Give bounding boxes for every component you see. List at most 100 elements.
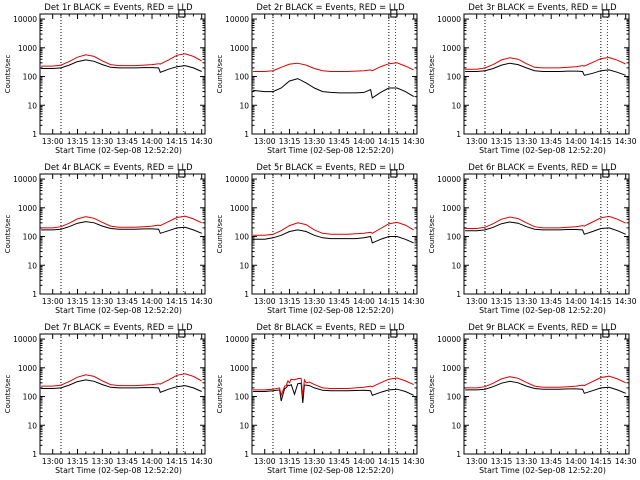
lld-series-line <box>465 56 626 70</box>
x-tick-label: 14:30 <box>191 457 213 466</box>
x-tick-label: 13:00 <box>254 137 276 146</box>
x-axis-label: Start Time (02-Sep-08 12:52:20) <box>479 306 606 315</box>
x-tick-label: 13:00 <box>42 137 64 146</box>
events-series-line <box>253 78 414 99</box>
x-tick-label: 13:15 <box>491 297 513 306</box>
y-tick-label: 10 <box>27 421 37 430</box>
y-tick-label: 1000 <box>230 364 249 373</box>
x-tick-label: 13:30 <box>304 137 326 146</box>
x-tick-label: 13:00 <box>254 457 276 466</box>
y-tick-label: 10000 <box>437 335 461 344</box>
detector-panel: Det 3r BLACK = Events, RED = LLD 1 10 100 10… <box>428 2 637 155</box>
x-tick-label: 14:00 <box>353 137 375 146</box>
x-tick-label: 14:00 <box>141 297 163 306</box>
y-tick-label: 10 <box>27 261 37 270</box>
x-tick-label: 13:15 <box>491 457 513 466</box>
x-tick-label: 14:00 <box>353 297 375 306</box>
x-axis-label: Start Time (02-Sep-08 12:52:20) <box>479 466 606 475</box>
chart-title: Det 7r BLACK = Events, RED = LLD <box>44 322 192 332</box>
x-tick-label: 13:15 <box>279 457 301 466</box>
x-tick-label: 14:15 <box>378 457 400 466</box>
y-tick-label: 100 <box>235 233 250 242</box>
x-tick-label: 13:00 <box>466 297 488 306</box>
x-tick-label: 14:00 <box>565 297 587 306</box>
plot-frame <box>251 13 418 135</box>
lld-series-line <box>253 62 414 72</box>
detector-panel: Det 6r BLACK = Events, RED = LLD 1 10 100 10… <box>428 162 637 315</box>
x-axis-label: Start Time (02-Sep-08 12:52:20) <box>55 466 182 475</box>
y-tick-label: 1 <box>32 130 37 139</box>
detector-panel: Det 1r BLACK = Events, RED = LLD 1 10 100 10… <box>4 2 213 155</box>
x-tick-label: 13:45 <box>540 137 562 146</box>
chart-title: Det 4r BLACK = Events, RED = LLD <box>44 162 192 172</box>
x-tick-label: 13:45 <box>540 457 562 466</box>
x-tick-label: 14:30 <box>191 297 213 306</box>
x-tick-label: 13:15 <box>279 137 301 146</box>
y-tick-label: 1 <box>32 290 37 299</box>
x-tick-label: 13:30 <box>304 457 326 466</box>
x-tick-label: 13:45 <box>116 297 138 306</box>
x-tick-label: 14:00 <box>565 137 587 146</box>
x-tick-label: 14:00 <box>141 457 163 466</box>
lld-series-line <box>253 221 414 236</box>
plot-frame <box>463 13 630 135</box>
y-axis-label: Counts/sec <box>216 215 224 254</box>
x-tick-label: 14:30 <box>191 137 213 146</box>
x-tick-label: 14:30 <box>615 137 637 146</box>
y-tick-label: 1 <box>244 290 249 299</box>
y-axis-label: Counts/sec <box>216 55 224 94</box>
events-series-line <box>465 380 626 394</box>
y-tick-label: 100 <box>235 393 250 402</box>
y-tick-label: 10 <box>451 261 461 270</box>
x-tick-label: 13:00 <box>42 457 64 466</box>
y-tick-label: 100 <box>23 393 38 402</box>
x-tick-label: 14:15 <box>166 297 188 306</box>
y-tick-label: 10 <box>451 421 461 430</box>
x-tick-label: 13:45 <box>328 137 350 146</box>
events-series-line <box>253 382 414 403</box>
y-axis-label: Counts/sec <box>428 375 436 414</box>
y-tick-label: 10000 <box>13 15 37 24</box>
lld-series-line <box>465 215 626 229</box>
detector-panel: Det 5r BLACK = Events, RED = LLD 1 10 100 10… <box>216 162 425 315</box>
x-tick-label: 14:00 <box>353 457 375 466</box>
x-tick-label: 13:30 <box>516 297 538 306</box>
chart-title: Det 1r BLACK = Events, RED = LLD <box>44 2 192 12</box>
x-tick-label: 14:15 <box>590 137 612 146</box>
x-tick-label: 13:15 <box>67 297 89 306</box>
x-tick-label: 13:15 <box>491 137 513 146</box>
y-tick-label: 10 <box>239 101 249 110</box>
x-tick-label: 13:45 <box>328 297 350 306</box>
x-axis-label: Start Time (02-Sep-08 12:52:20) <box>55 306 182 315</box>
y-tick-label: 10 <box>239 261 249 270</box>
x-tick-label: 14:15 <box>378 137 400 146</box>
x-tick-label: 14:15 <box>378 297 400 306</box>
y-axis-label: Counts/sec <box>216 375 224 414</box>
lld-series-line <box>253 377 414 398</box>
y-tick-label: 1 <box>244 450 249 459</box>
y-axis-label: Counts/sec <box>428 55 436 94</box>
x-tick-label: 13:30 <box>516 137 538 146</box>
plot-frame <box>39 333 206 455</box>
y-tick-label: 100 <box>447 73 462 82</box>
y-tick-label: 1 <box>456 450 461 459</box>
x-tick-label: 14:15 <box>590 297 612 306</box>
x-tick-label: 13:15 <box>67 457 89 466</box>
x-tick-label: 14:00 <box>141 137 163 146</box>
events-series-line <box>253 229 414 244</box>
events-series-line <box>465 62 626 76</box>
events-series-line <box>41 59 202 73</box>
y-tick-label: 10000 <box>225 15 249 24</box>
y-tick-label: 10 <box>451 101 461 110</box>
x-tick-label: 13:00 <box>466 137 488 146</box>
x-tick-label: 13:45 <box>540 297 562 306</box>
x-tick-label: 13:00 <box>466 457 488 466</box>
y-tick-label: 10000 <box>225 335 249 344</box>
y-tick-label: 10000 <box>13 175 37 184</box>
events-series-line <box>465 221 626 235</box>
y-tick-label: 10 <box>27 101 37 110</box>
detector-panel: Det 2r BLACK = Events, RED = LLD 1 10 100 10… <box>216 2 425 155</box>
x-tick-label: 13:30 <box>304 297 326 306</box>
y-axis-label: Counts/sec <box>4 215 12 254</box>
